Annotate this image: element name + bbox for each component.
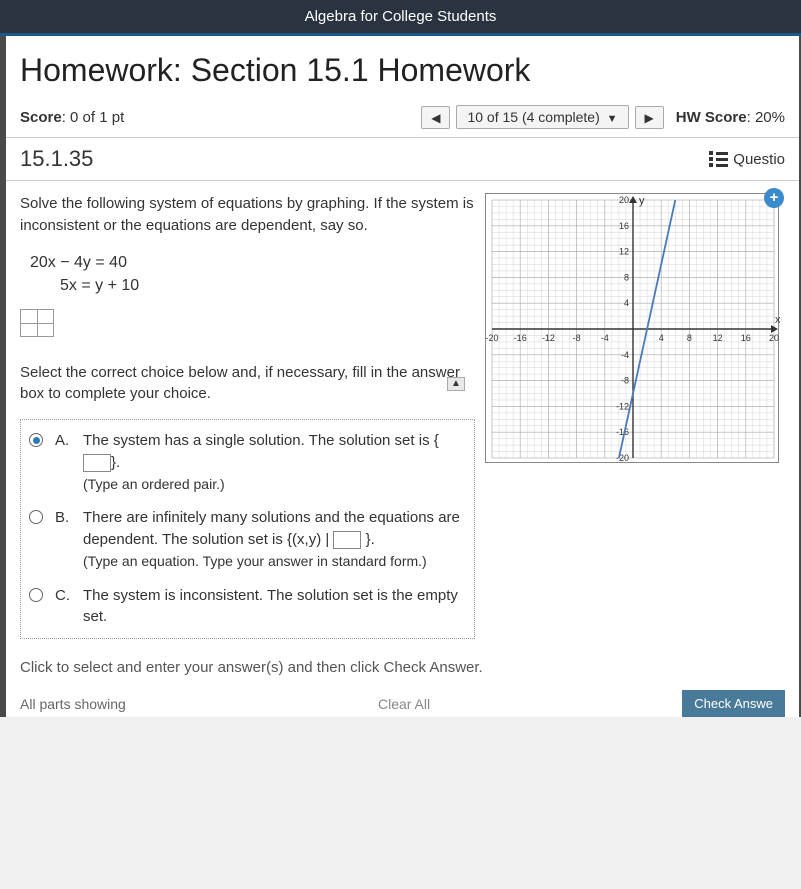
score: Score: 0 of 1 pt — [20, 109, 124, 126]
prev-question-button[interactable] — [421, 106, 450, 129]
course-header: Algebra for College Students — [0, 0, 801, 36]
radio-a[interactable] — [29, 433, 43, 447]
svg-text:16: 16 — [619, 221, 629, 231]
answer-choices: A. The system has a single solution. The… — [20, 419, 475, 639]
svg-text:-8: -8 — [573, 333, 581, 343]
svg-text:12: 12 — [713, 333, 723, 343]
svg-text:y: y — [639, 195, 645, 207]
main-area: Solve the following system of equations … — [6, 181, 799, 643]
clear-all-button[interactable]: Clear All — [370, 694, 438, 714]
question-number: 15.1.35 — [20, 146, 93, 172]
parts-status: All parts showing — [20, 696, 126, 712]
svg-text:-20: -20 — [486, 333, 499, 343]
svg-text:20: 20 — [619, 195, 629, 205]
choice-b[interactable]: B. There are infinitely many solutions a… — [29, 507, 466, 572]
homework-title: Homework: Section 15.1 Homework — [6, 36, 799, 101]
problem-prompt: Solve the following system of equations … — [20, 193, 475, 237]
svg-text:20: 20 — [769, 333, 779, 343]
score-row: Score: 0 of 1 pt 10 of 15 (4 complete) H… — [6, 101, 799, 138]
svg-text:8: 8 — [624, 272, 629, 282]
svg-text:-8: -8 — [621, 376, 629, 386]
zoom-icon[interactable]: + — [764, 188, 784, 208]
coordinate-graph: -20 -16 -12 -8 -4 4 8 12 16 20 -20 -16 -12 -8 -4 4 8 12 16… — [486, 194, 780, 464]
question-number-row: 15.1.35 Questio — [6, 138, 799, 181]
choice-text: The system has a single solution. The so… — [83, 430, 466, 495]
check-answer-button[interactable]: Check Answe — [682, 690, 785, 717]
svg-text:16: 16 — [741, 333, 751, 343]
svg-text:4: 4 — [624, 298, 629, 308]
choice-text: The system is inconsistent. The solution… — [83, 585, 466, 629]
choice-a[interactable]: A. The system has a single solution. The… — [29, 430, 466, 495]
progress-dropdown[interactable]: 10 of 15 (4 complete) — [456, 105, 628, 129]
choice-instruction: Select the correct choice below and, if … — [20, 362, 475, 406]
svg-text:8: 8 — [687, 333, 692, 343]
equation-2: 5x = y + 10 — [30, 274, 475, 297]
svg-text:-4: -4 — [621, 350, 629, 360]
scroll-up-button[interactable]: ▲ — [447, 377, 465, 391]
graph-tool-icon[interactable] — [20, 309, 54, 337]
answer-input-a[interactable] — [83, 454, 111, 472]
svg-text:-12: -12 — [616, 401, 629, 411]
equation-1: 20x − 4y = 40 — [30, 251, 475, 274]
answer-input-b[interactable] — [333, 531, 361, 549]
bottom-instruction: Click to select and enter your answer(s)… — [6, 643, 799, 686]
course-title: Algebra for College Students — [305, 8, 497, 25]
choice-letter: C. — [55, 585, 75, 629]
radio-c[interactable] — [29, 588, 43, 602]
choice-letter: A. — [55, 430, 75, 495]
choice-c[interactable]: C. The system is inconsistent. The solut… — [29, 585, 466, 629]
problem-column: Solve the following system of equations … — [20, 193, 475, 639]
svg-text:4: 4 — [659, 333, 664, 343]
svg-text:12: 12 — [619, 247, 629, 257]
list-icon — [709, 151, 728, 167]
equations: 20x − 4y = 40 5x = y + 10 — [30, 251, 475, 297]
content: Homework: Section 15.1 Homework Score: 0… — [0, 36, 801, 717]
svg-text:-12: -12 — [542, 333, 555, 343]
svg-text:x: x — [775, 314, 780, 326]
hw-score: HW Score: 20% — [676, 109, 785, 126]
question-help-button[interactable]: Questio — [709, 151, 785, 168]
graph-panel[interactable]: + -20-16-12-8-448121620-20-16-12-8-44812… — [485, 193, 779, 463]
svg-text:-20: -20 — [616, 453, 629, 463]
choice-letter: B. — [55, 507, 75, 572]
svg-text:-16: -16 — [514, 333, 527, 343]
graph-column: + -20-16-12-8-448121620-20-16-12-8-44812… — [485, 193, 785, 639]
svg-text:-4: -4 — [601, 333, 609, 343]
next-question-button[interactable] — [635, 106, 664, 129]
footer-row: All parts showing Clear All Check Answe — [6, 686, 799, 717]
choice-text: There are infinitely many solutions and … — [83, 507, 466, 572]
radio-b[interactable] — [29, 510, 43, 524]
svg-text:-16: -16 — [616, 427, 629, 437]
